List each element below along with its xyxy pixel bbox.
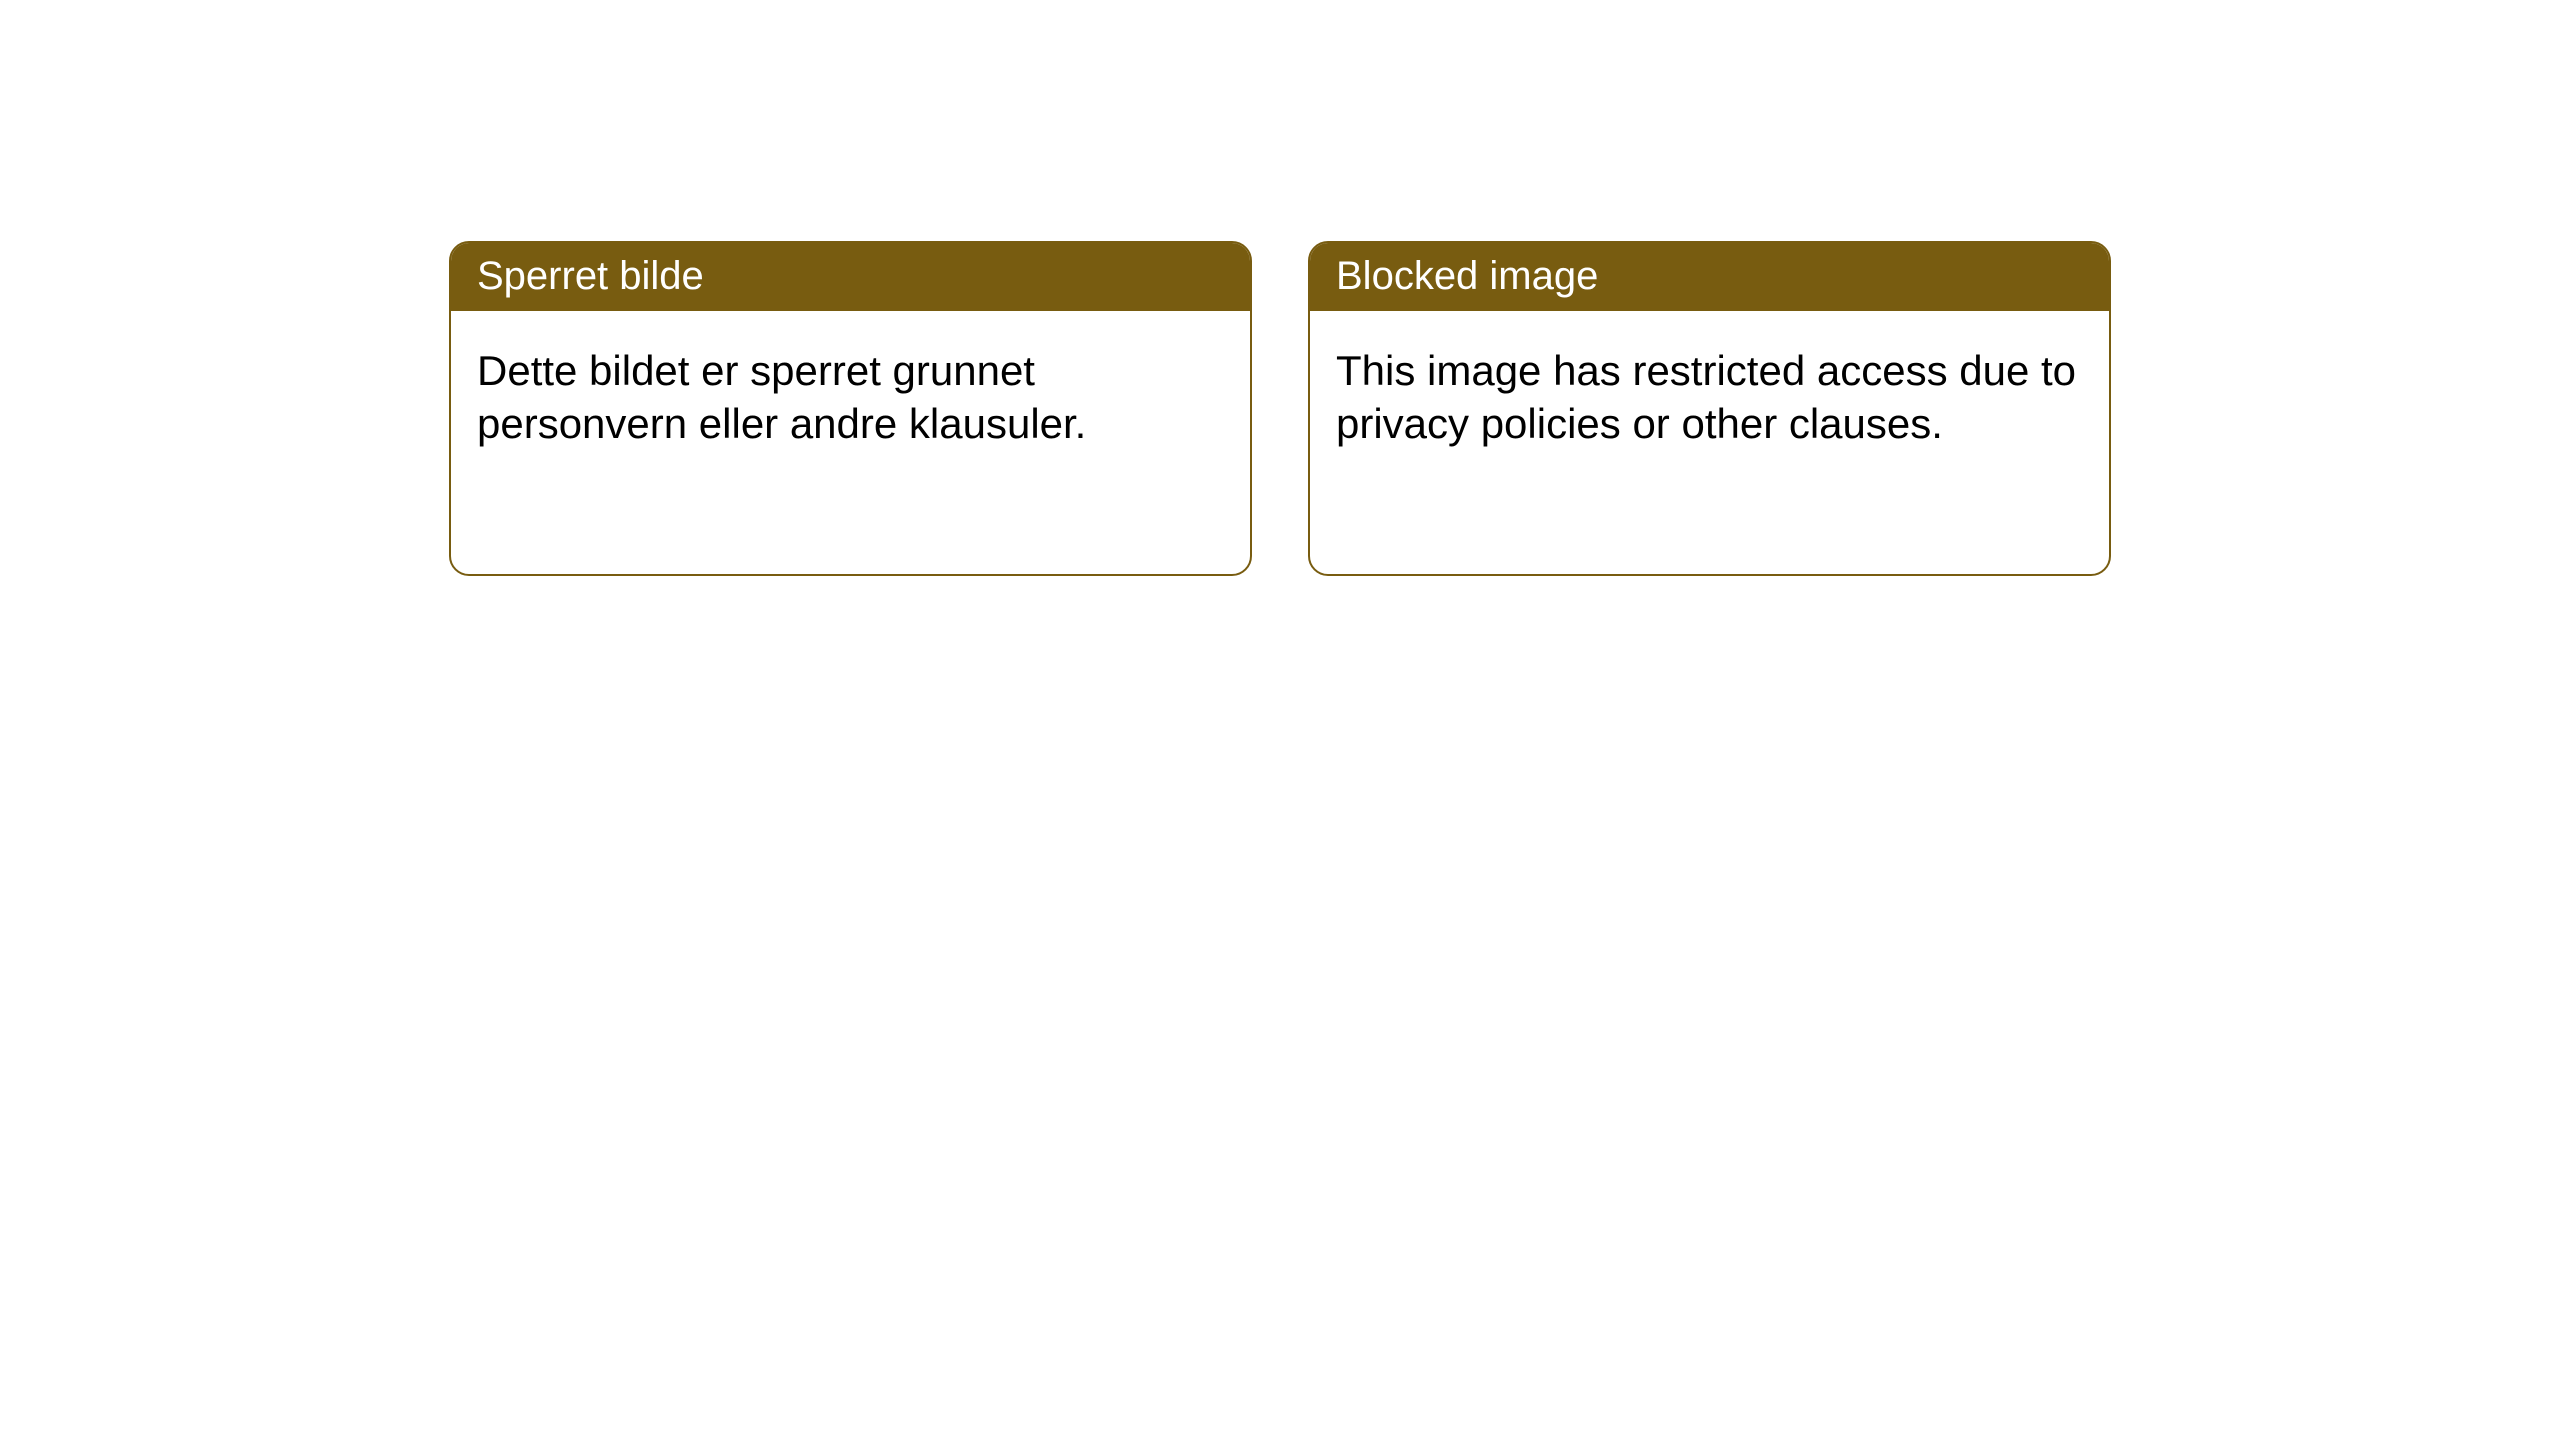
card-body-text: Dette bildet er sperret grunnet personve… [477,347,1086,447]
notice-card-norwegian: Sperret bilde Dette bildet er sperret gr… [449,241,1252,576]
card-title: Sperret bilde [477,254,704,298]
card-title: Blocked image [1336,254,1598,298]
card-body: This image has restricted access due to … [1310,311,2109,484]
card-header: Sperret bilde [451,243,1250,311]
card-header: Blocked image [1310,243,2109,311]
card-body-text: This image has restricted access due to … [1336,347,2076,447]
card-body: Dette bildet er sperret grunnet personve… [451,311,1250,484]
notice-container: Sperret bilde Dette bildet er sperret gr… [0,0,2560,576]
notice-card-english: Blocked image This image has restricted … [1308,241,2111,576]
